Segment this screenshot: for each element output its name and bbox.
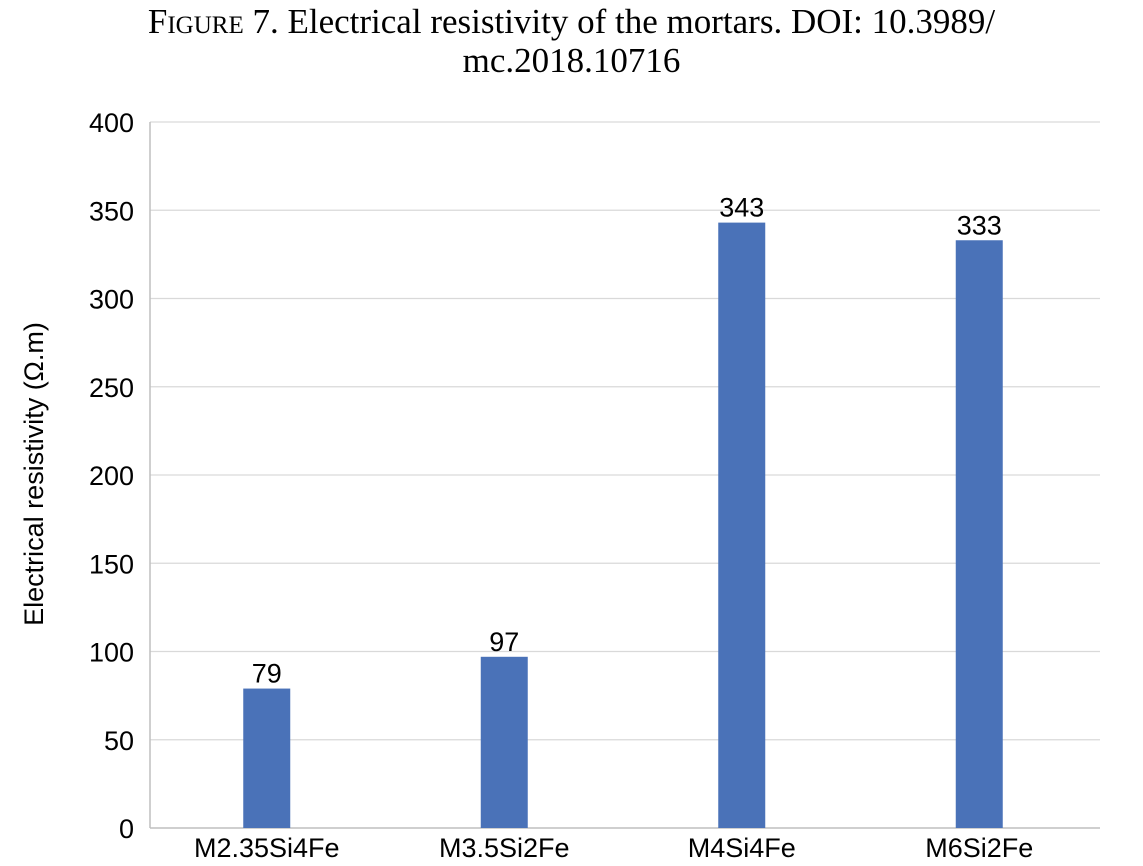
y-tick-label: 150	[89, 549, 134, 579]
y-tick-label: 100	[89, 638, 134, 668]
caption-line-1: Figure 7. Electrical resistivity of the …	[0, 2, 1143, 41]
x-tick-label: M4Si4Fe	[688, 833, 796, 863]
y-tick-label: 400	[89, 108, 134, 138]
data-label: 97	[489, 627, 519, 657]
x-tick-label: M6Si2Fe	[925, 833, 1033, 863]
y-tick-label: 300	[89, 285, 134, 315]
y-tick-labels: 0 50 100 150 200 250 300 350 400	[89, 108, 134, 844]
bar	[243, 688, 291, 828]
data-label: 333	[957, 210, 1002, 240]
x-tick-label: M2.35Si4Fe	[194, 833, 340, 863]
x-tick-label: M3.5Si2Fe	[439, 833, 570, 863]
bar	[718, 222, 766, 829]
y-tick-label: 200	[89, 461, 134, 491]
y-tick-label: 0	[119, 814, 134, 844]
axes	[149, 122, 1100, 829]
bar	[480, 656, 528, 828]
data-labels: 79 97 343 333	[252, 193, 1002, 689]
data-label: 343	[719, 193, 764, 223]
caption-figure-label: Figure 7.	[147, 2, 279, 41]
data-label: 79	[252, 659, 282, 689]
x-tick-labels: M2.35Si4Fe M3.5Si2Fe M4Si4Fe M6Si2Fe	[194, 833, 1033, 863]
y-tick-label: 350	[89, 196, 134, 226]
caption-text: Electrical resistivity of the mortars. D…	[278, 2, 996, 41]
figure-caption: Figure 7. Electrical resistivity of the …	[0, 2, 1143, 80]
gridlines	[150, 121, 1100, 741]
y-tick-label: 250	[89, 373, 134, 403]
caption-line-2: mc.2018.10716	[462, 41, 681, 80]
y-tick-label: 50	[104, 726, 134, 756]
bars	[243, 222, 1003, 829]
bar	[955, 240, 1003, 828]
y-axis-label: Electrical resistivity (Ω.m)	[19, 322, 49, 626]
